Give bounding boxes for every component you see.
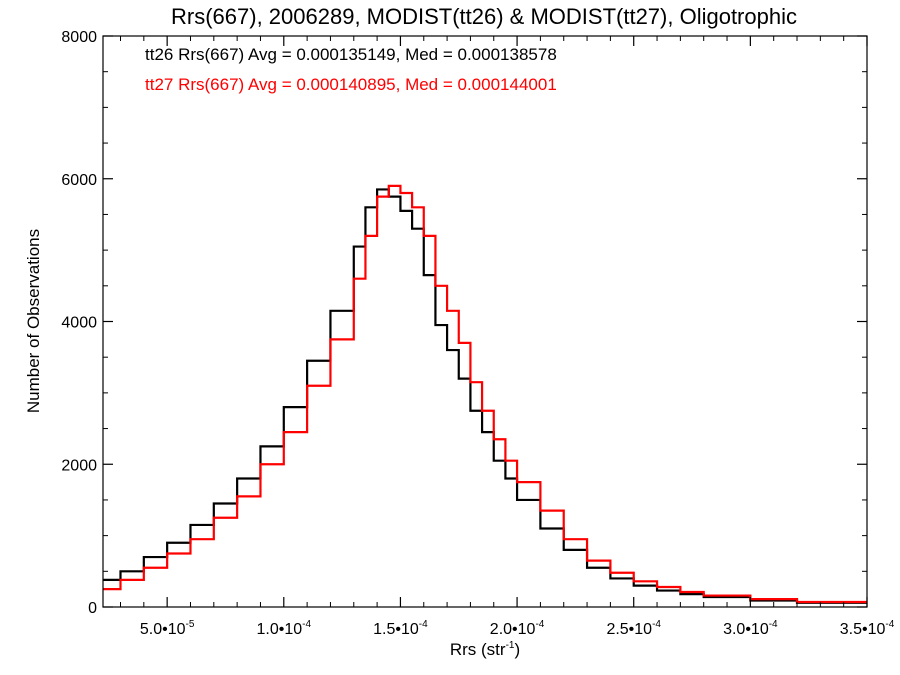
y-axis-label: Number of Observations: [24, 229, 43, 413]
plot-frame: [102, 35, 868, 608]
x-axis-label-close: ): [514, 640, 520, 659]
y-tick-label-3: 6000: [61, 172, 97, 189]
series-line-0: [103, 188, 867, 604]
x-tick-label-3: 2.0•10-4: [490, 619, 545, 638]
y-tick-label-1: 2000: [61, 457, 97, 474]
x-tick-label-1: 1.0•10-4: [257, 619, 312, 638]
annotation-tt26: tt26 Rrs(667) Avg = 0.000135149, Med = 0…: [145, 45, 557, 64]
x-tick-exponent-1: -4: [302, 619, 311, 630]
x-tick-label-2: 1.5•10-4: [373, 619, 428, 638]
x-tick-mantissa-1: 1.0•10: [257, 621, 303, 638]
x-tick-mantissa-5: 3.0•10: [723, 621, 769, 638]
x-axis-label-main: Rrs (str: [450, 640, 506, 659]
x-tick-exponent-4: -4: [652, 619, 661, 630]
x-tick-mantissa-0: 5.0•10: [140, 621, 186, 638]
tick-layer: 5.0•10-5 1.0•10-4 1.5•10-4 2.0•10-4 2.5•10-4…: [61, 29, 894, 638]
x-tick-exponent-3: -4: [535, 619, 544, 630]
y-tick-label-2: 4000: [61, 315, 97, 332]
x-tick-label-0: 5.0•10-5: [140, 619, 195, 638]
x-tick-mantissa-4: 2.5•10: [606, 621, 652, 638]
x-tick-label-6: 3.5•10-4: [840, 619, 895, 638]
x-tick-mantissa-2: 1.5•10: [373, 621, 419, 638]
x-axis-label-sup: -1: [506, 640, 515, 651]
annotation-tt27: tt27 Rrs(667) Avg = 0.000140895, Med = 0…: [145, 75, 557, 94]
x-tick-mantissa-3: 2.0•10: [490, 621, 536, 638]
series-layer: [103, 184, 867, 604]
y-tick-label-4: 8000: [61, 29, 97, 46]
chart-title: Rrs(667), 2006289, MODIST(tt26) & MODIST…: [171, 4, 797, 29]
x-tick-exponent-5: -4: [769, 619, 778, 630]
x-tick-exponent-6: -4: [885, 619, 894, 630]
x-tick-mantissa-6: 3.5•10: [840, 621, 886, 638]
x-axis-label: Rrs (str-1): [450, 640, 520, 659]
x-tick-label-5: 3.0•10-4: [723, 619, 778, 638]
x-tick-exponent-0: -5: [186, 619, 195, 630]
x-tick-exponent-2: -4: [419, 619, 428, 630]
series-line-1: [103, 184, 867, 604]
x-tick-label-4: 2.5•10-4: [606, 619, 661, 638]
y-tick-label-0: 0: [88, 600, 97, 617]
